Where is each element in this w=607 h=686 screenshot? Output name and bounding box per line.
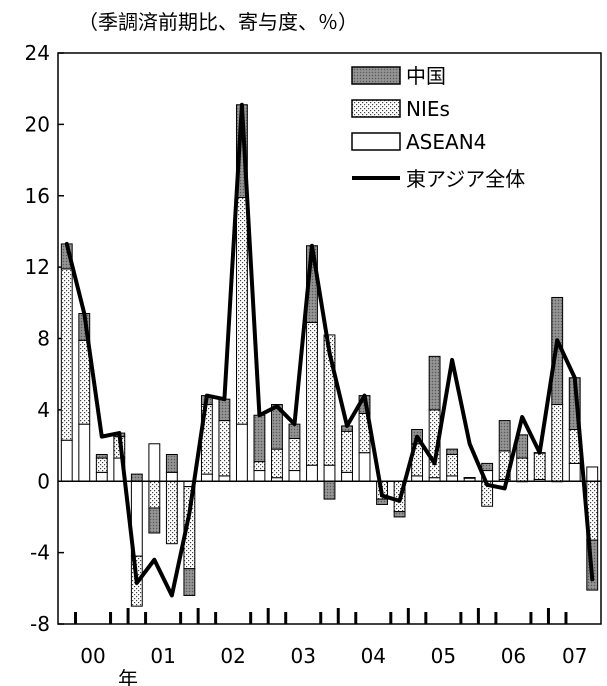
- legend-label-china: 中国: [406, 64, 446, 88]
- bar-segment: [411, 475, 424, 482]
- bar-segment: [78, 423, 91, 482]
- y-tick-label: 24: [25, 41, 50, 65]
- y-tick-label: -8: [30, 612, 50, 636]
- bar-segment: [253, 470, 266, 482]
- bar-segment: [165, 480, 178, 545]
- bar-segment: [376, 498, 388, 505]
- unit-label: （季調済前期比、寄与度、％）: [78, 10, 358, 34]
- x-tick-label: 04: [361, 644, 386, 668]
- bar-segment: [60, 439, 73, 482]
- bar-segment: [148, 443, 161, 482]
- bar-segment: [341, 471, 353, 482]
- bar-segment: [218, 398, 231, 422]
- bar-segment: [341, 430, 353, 473]
- x-tick-label: 00: [80, 644, 105, 668]
- bar-segment: [288, 423, 301, 439]
- bar-segment: [95, 471, 108, 482]
- x-tick-label: 06: [501, 644, 526, 668]
- bar-segment: [165, 453, 178, 473]
- bar-segment: [235, 423, 248, 482]
- bar-segment: [323, 334, 336, 466]
- y-tick-label: 4: [37, 398, 50, 422]
- line-group: [64, 102, 595, 598]
- x-axis-unit: 年: [118, 667, 138, 686]
- bar-segment: [218, 475, 231, 482]
- y-tick-label: -4: [30, 541, 50, 565]
- legend-swatch-asean4: [351, 132, 401, 151]
- bar-segment: [130, 473, 143, 482]
- bar-segment: [393, 511, 406, 518]
- plot-frame: [57, 52, 602, 625]
- y-tick-label: 12: [25, 255, 50, 279]
- bar-segment: [253, 414, 266, 463]
- bar-segment: [358, 452, 371, 482]
- legend-label-nies: NIEs: [406, 97, 450, 121]
- bar-segment: [235, 197, 248, 425]
- bar-segment: [323, 464, 336, 482]
- legend-label-asean4: ASEAN4: [406, 130, 486, 154]
- legend-swatch-nies: [351, 99, 401, 118]
- bar-segment: [428, 355, 441, 411]
- bar-segment: [498, 420, 511, 452]
- bar-segment: [95, 453, 108, 459]
- bar-segment: [446, 475, 459, 482]
- x-tick-label: 07: [562, 644, 587, 668]
- x-axis: 00 01 02 03 04 05 06 07: [74, 608, 587, 668]
- y-tick-label: 20: [25, 112, 50, 136]
- bar-segment: [306, 464, 318, 482]
- x-tick-label: 03: [290, 644, 315, 668]
- bar-segment: [551, 404, 564, 482]
- bar-segment: [586, 466, 599, 482]
- x-tick-label: 05: [431, 644, 456, 668]
- bar-segment: [481, 462, 494, 472]
- bar-segment: [218, 420, 231, 477]
- y-axis: 24 20 16 12 8 4 0 -4 -8: [25, 41, 64, 636]
- legend: 中国 NIEs ASEAN4 東アジア全体: [351, 64, 525, 191]
- series-line-east-asia: [64, 102, 595, 598]
- y-tick-label: 0: [37, 469, 50, 493]
- bar-segment: [271, 448, 283, 479]
- bar-segment: [200, 473, 213, 482]
- bar-segment: [446, 453, 459, 477]
- bar-segment: [533, 452, 546, 480]
- y-tick-label: 16: [25, 184, 50, 208]
- legend-swatch-china: [351, 66, 401, 85]
- bar-segment: [288, 470, 301, 482]
- x-tick-label: 01: [150, 644, 175, 668]
- bar-segment: [253, 461, 266, 472]
- bar-segment: [95, 457, 108, 473]
- bar-segment: [463, 477, 476, 479]
- bar-segment: [568, 462, 581, 482]
- plot-frame-group: [57, 52, 602, 625]
- x-tick-label: 02: [220, 644, 245, 668]
- bar-segment: [148, 507, 161, 534]
- bar-segment: [516, 457, 529, 482]
- bar-segment: [306, 321, 318, 466]
- bar-segment: [288, 437, 301, 472]
- bar-segment: [165, 471, 178, 482]
- y-tick-label: 8: [37, 327, 50, 351]
- bar-segment: [183, 568, 196, 596]
- bar-segment: [323, 480, 336, 500]
- bar-segment: [148, 480, 161, 509]
- legend-label-east-asia: 東アジア全体: [406, 167, 525, 191]
- bar-segment: [60, 268, 73, 441]
- bar-segment: [446, 448, 459, 455]
